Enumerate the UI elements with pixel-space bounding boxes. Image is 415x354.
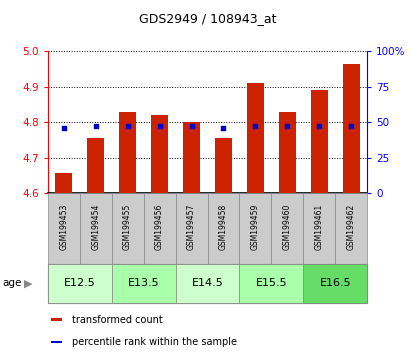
Text: age: age	[2, 278, 22, 288]
Bar	[310, 90, 328, 193]
Bar	[239, 264, 303, 303]
Text: transformed count: transformed count	[72, 315, 163, 325]
Text: GSM199456: GSM199456	[155, 204, 164, 250]
Bar	[208, 193, 239, 264]
Point	[188, 124, 195, 129]
Text: GSM199459: GSM199459	[251, 204, 260, 250]
Bar	[176, 193, 208, 264]
Bar	[247, 83, 264, 193]
Bar	[278, 112, 296, 193]
Bar	[55, 173, 73, 193]
Bar	[183, 122, 200, 193]
Point	[252, 124, 259, 129]
Bar	[119, 112, 137, 193]
Text: E15.5: E15.5	[256, 278, 287, 288]
Text: GSM199460: GSM199460	[283, 204, 292, 250]
Bar	[176, 264, 239, 303]
Point	[61, 125, 67, 131]
Text: percentile rank within the sample: percentile rank within the sample	[72, 337, 237, 347]
Text: E14.5: E14.5	[192, 278, 223, 288]
Bar	[112, 193, 144, 264]
Bar	[151, 115, 168, 193]
Point	[92, 124, 99, 129]
Text: GSM199462: GSM199462	[347, 204, 356, 250]
Bar	[271, 193, 303, 264]
Bar	[303, 264, 367, 303]
Text: E16.5: E16.5	[320, 278, 351, 288]
Bar	[48, 264, 112, 303]
Text: GSM199457: GSM199457	[187, 204, 196, 250]
Bar	[87, 138, 105, 193]
Text: GSM199461: GSM199461	[315, 204, 324, 250]
Text: GSM199455: GSM199455	[123, 204, 132, 250]
Bar	[51, 318, 62, 321]
Bar	[335, 193, 367, 264]
Text: E12.5: E12.5	[64, 278, 95, 288]
Point	[124, 124, 131, 129]
Point	[220, 125, 227, 131]
Bar	[215, 138, 232, 193]
Text: E13.5: E13.5	[128, 278, 159, 288]
Bar	[342, 64, 360, 193]
Bar	[80, 193, 112, 264]
Bar	[112, 264, 176, 303]
Point	[156, 124, 163, 129]
Bar	[303, 193, 335, 264]
Text: GSM199458: GSM199458	[219, 204, 228, 250]
Bar	[239, 193, 271, 264]
Text: GSM199454: GSM199454	[91, 204, 100, 250]
Point	[348, 124, 354, 129]
Text: ▶: ▶	[24, 278, 32, 288]
Text: GSM199453: GSM199453	[59, 204, 68, 250]
Bar	[144, 193, 176, 264]
Bar	[51, 341, 62, 343]
Point	[316, 124, 323, 129]
Bar	[48, 193, 80, 264]
Text: GDS2949 / 108943_at: GDS2949 / 108943_at	[139, 12, 276, 25]
Point	[284, 124, 290, 129]
